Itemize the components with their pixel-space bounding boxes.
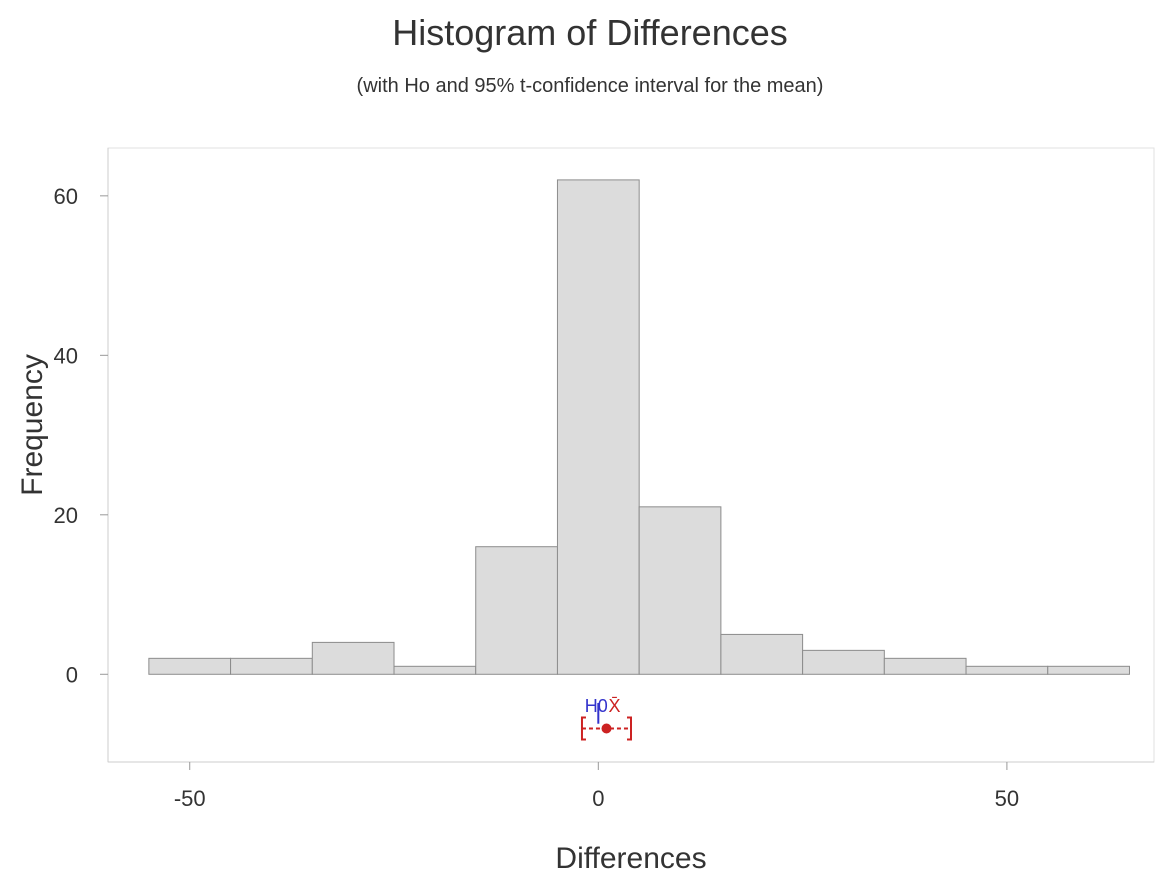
histogram-bar [1047, 665, 1130, 675]
histogram-bar [638, 506, 722, 675]
x-axis-title: Differences [555, 842, 706, 875]
histogram-bar [802, 649, 885, 675]
histogram-bars [148, 179, 1130, 675]
y-tick-label: 20 [54, 503, 78, 528]
histogram-bar [556, 179, 640, 675]
y-axis-title: Frequency [16, 354, 49, 496]
y-tick-label: 0 [66, 662, 78, 687]
h0-label: H0 [585, 696, 608, 716]
ci-right-bracket [627, 716, 632, 741]
x-axis: -50 0 50 [108, 761, 1154, 811]
x-tick-label: -50 [174, 786, 206, 811]
chart-subtitle: (with Ho and 95% t-confidence interval f… [357, 75, 824, 97]
histogram-bar [720, 633, 804, 675]
chart-title: Histogram of Differences [392, 12, 788, 53]
confidence-interval-group: H0 X̄ [580, 696, 632, 741]
mean-point [601, 723, 612, 734]
x-tick-label: 0 [592, 786, 604, 811]
y-tick-label: 40 [54, 343, 78, 368]
y-axis: 0 20 40 60 [54, 148, 109, 762]
histogram-bar [965, 665, 1049, 675]
y-tick-label: 60 [54, 184, 78, 209]
histogram-bar [148, 657, 232, 675]
histogram-bar [475, 546, 558, 675]
histogram-bar [393, 665, 477, 675]
histogram-bar [230, 657, 313, 675]
x-tick-label: 50 [995, 786, 1019, 811]
histogram-bar [883, 657, 967, 675]
histogram-bar [311, 641, 395, 675]
ci-left-bracket [580, 716, 586, 741]
mean-label: X̄ [608, 696, 620, 716]
